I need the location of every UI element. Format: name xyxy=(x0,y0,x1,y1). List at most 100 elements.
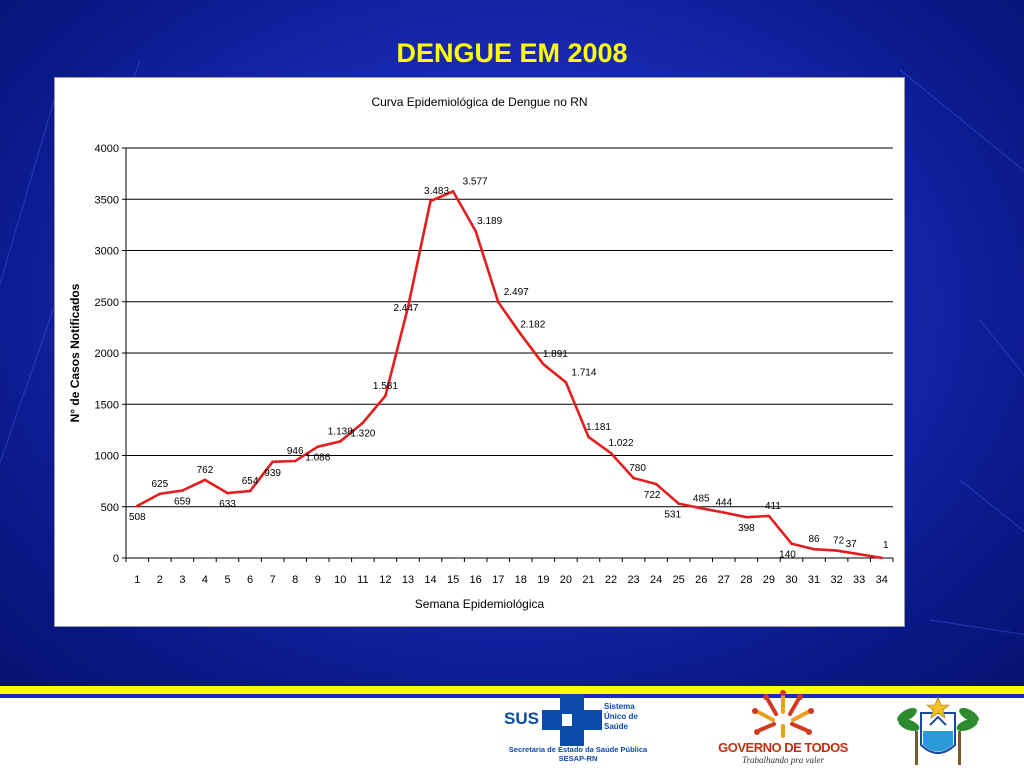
x-tick-label: 25 xyxy=(673,574,685,586)
data-label: 939 xyxy=(264,468,281,479)
data-point xyxy=(587,435,590,439)
data-label: 485 xyxy=(693,493,710,504)
x-tick-label: 27 xyxy=(718,574,730,586)
data-label: 398 xyxy=(738,523,755,534)
x-tick-label: 17 xyxy=(492,574,504,586)
data-point xyxy=(722,511,726,514)
data-label: 780 xyxy=(629,463,646,474)
y-tick-label: 4000 xyxy=(95,143,119,155)
data-label: 444 xyxy=(715,497,732,508)
data-point xyxy=(745,515,748,519)
data-label: 1.581 xyxy=(373,381,398,392)
sus-cross-icon xyxy=(542,694,602,746)
data-point xyxy=(564,381,568,384)
footer-stripe-blue xyxy=(0,694,1024,698)
data-label: 3.189 xyxy=(477,216,502,227)
x-tick-label: 6 xyxy=(247,574,253,586)
data-point xyxy=(226,491,229,495)
data-label: 2.447 xyxy=(393,303,418,314)
data-point xyxy=(767,514,771,518)
x-axis-label: Semana Epidemiológica xyxy=(415,597,545,611)
x-tick-label: 13 xyxy=(402,574,414,586)
data-point xyxy=(790,542,793,545)
data-point xyxy=(158,492,162,496)
y-tick-label: 1500 xyxy=(95,399,119,411)
data-point xyxy=(271,460,274,464)
data-label: 531 xyxy=(664,510,681,521)
sus-system-name: Sistema Único de Saúde xyxy=(604,702,638,732)
y-tick-label: 2500 xyxy=(95,297,119,309)
data-label: 762 xyxy=(197,465,214,476)
data-label: 411 xyxy=(765,501,781,512)
x-tick-label: 19 xyxy=(537,574,549,586)
series-line xyxy=(136,189,882,560)
data-point xyxy=(248,489,252,493)
data-point xyxy=(203,478,207,482)
data-label: 1.086 xyxy=(305,453,330,464)
data-point xyxy=(429,199,432,203)
data-label: 625 xyxy=(151,479,168,490)
data-point xyxy=(632,476,635,480)
data-label: 1 xyxy=(883,540,889,551)
data-point xyxy=(857,552,861,556)
footer-stripe-yellow xyxy=(0,686,1024,694)
data-point xyxy=(835,549,838,552)
data-point xyxy=(181,489,184,492)
data-point xyxy=(384,394,387,398)
y-tick-label: 0 xyxy=(113,553,119,565)
x-tick-label: 22 xyxy=(605,574,617,586)
data-point xyxy=(542,362,545,366)
x-tick-label: 11 xyxy=(357,574,368,586)
data-point xyxy=(654,482,658,486)
x-tick-label: 2 xyxy=(157,574,163,586)
data-point xyxy=(880,556,884,560)
data-point xyxy=(519,333,523,336)
x-tick-label: 32 xyxy=(830,574,842,586)
x-tick-label: 26 xyxy=(695,574,707,586)
data-point xyxy=(339,440,342,443)
y-tick-label: 3000 xyxy=(95,246,119,258)
x-tick-label: 23 xyxy=(627,574,639,586)
data-label: 633 xyxy=(219,499,236,510)
data-label: 722 xyxy=(644,490,661,501)
data-label: 1.891 xyxy=(543,349,568,360)
sus-logo: SUS Sistema Único de Saúde Secretaria de… xyxy=(500,693,660,763)
sesap-text: SESAP-RN xyxy=(558,754,598,763)
data-label: 1.320 xyxy=(350,429,375,440)
x-tick-label: 24 xyxy=(650,574,662,586)
y-axis-label: N° de Casos Notificados xyxy=(68,283,82,422)
data-label: 654 xyxy=(242,476,259,487)
sus-system-line: Sistema xyxy=(604,702,635,711)
x-tick-label: 28 xyxy=(740,574,752,586)
x-tick-label: 31 xyxy=(808,574,820,586)
x-tick-label: 1 xyxy=(134,574,140,586)
data-label: 1.181 xyxy=(586,422,611,433)
y-tick-label: 3500 xyxy=(95,194,119,206)
x-tick-label: 12 xyxy=(379,574,391,586)
secretaria-text: Secretaria de Estado da Saúde Pública xyxy=(508,745,648,754)
x-tick-label: 7 xyxy=(270,574,276,586)
data-label: 3.577 xyxy=(463,176,488,187)
governo-de-todos-logo: GOVERNO DE TODOS Trabalhando pra valer xyxy=(718,690,848,766)
x-tick-label: 30 xyxy=(785,574,797,586)
x-tick-label: 20 xyxy=(560,574,572,586)
x-tick-label: 21 xyxy=(582,574,594,586)
data-label: 2.497 xyxy=(504,287,529,298)
data-label: 1.714 xyxy=(571,367,596,378)
data-point xyxy=(474,229,477,233)
data-label: 946 xyxy=(287,446,304,457)
data-label: 2.182 xyxy=(520,319,545,330)
x-tick-label: 33 xyxy=(853,574,865,586)
slide-title: DENGUE EM 2008 xyxy=(396,38,628,68)
x-tick-label: 5 xyxy=(224,574,230,586)
data-point xyxy=(812,547,816,551)
data-label: 72 xyxy=(833,536,845,547)
data-point xyxy=(451,190,455,193)
sus-system-line: Único de xyxy=(604,712,638,721)
x-tick-label: 16 xyxy=(470,574,482,586)
data-label: 508 xyxy=(129,512,146,523)
data-point xyxy=(361,421,365,425)
x-tick-label: 29 xyxy=(763,574,775,586)
data-label: 659 xyxy=(174,496,191,507)
y-tick-label: 1000 xyxy=(95,451,119,463)
